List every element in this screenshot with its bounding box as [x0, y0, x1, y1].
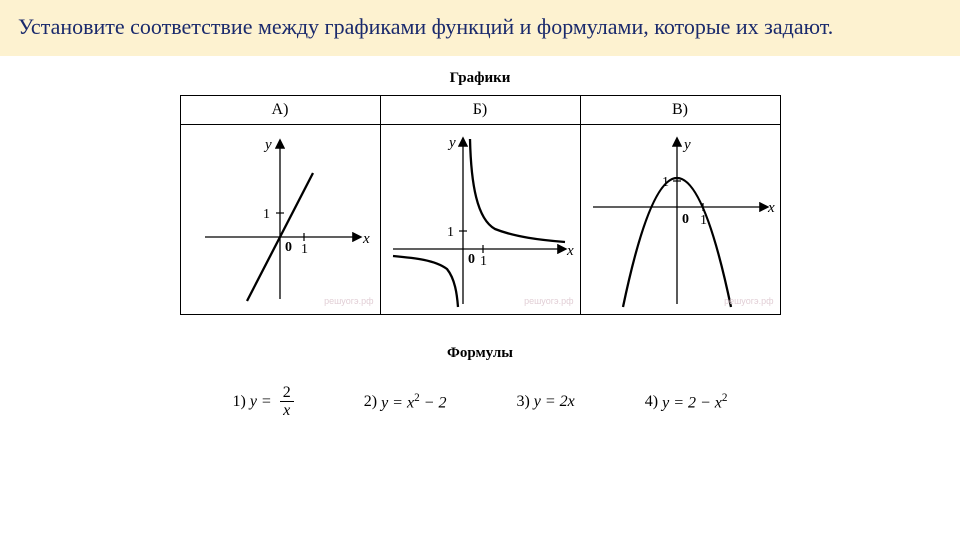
- svg-text:1: 1: [301, 242, 308, 257]
- svg-text:x: x: [767, 200, 775, 216]
- graph-a-cell: 0 1 1 y x решуогэ.рф: [180, 124, 380, 314]
- watermark-a: решуогэ.рф: [324, 296, 373, 306]
- svg-text:1: 1: [480, 254, 487, 269]
- watermark-c: решуогэ.рф: [724, 296, 773, 306]
- watermark-b: решуогэ.рф: [524, 296, 573, 306]
- svg-text:0: 0: [468, 252, 475, 267]
- graphs-header-row: А) Б) В): [180, 95, 780, 124]
- graph-b-svg: 0 1 1 y x: [385, 129, 575, 309]
- svg-text:y: y: [447, 135, 456, 151]
- formula-2: 2) y = x2 − 2: [364, 384, 447, 420]
- task-text: Установите соответствие между графиками …: [18, 14, 833, 39]
- graphs-row: 0 1 1 y x решуогэ.рф: [180, 124, 780, 314]
- svg-text:1: 1: [447, 225, 454, 240]
- svg-text:x: x: [566, 243, 574, 259]
- svg-text:y: y: [682, 137, 691, 153]
- formulas-section-title: Формулы: [0, 345, 960, 362]
- formula-3: 3) y = 2x: [516, 384, 574, 420]
- formula-3-expr: y = 2x: [534, 393, 575, 411]
- formula-1-num: 1): [233, 393, 246, 411]
- formula-1-frac-top: 2: [280, 384, 294, 403]
- graph-b-cell: 0 1 1 y x решуогэ.рф: [380, 124, 580, 314]
- formulas-row: 1) y = 2 x 2) y = x2 − 2 3) y = 2x 4) y …: [0, 384, 960, 420]
- formula-1: 1) y = 2 x: [233, 384, 294, 420]
- graph-label-c: В): [580, 95, 780, 124]
- formula-4: 4) y = 2 − x2: [645, 384, 728, 420]
- formula-3-num: 3): [516, 393, 529, 411]
- graph-label-b: Б): [380, 95, 580, 124]
- graph-c-cell: 0 1 1 y x решуогэ.рф: [580, 124, 780, 314]
- formula-1-frac-bot: x: [280, 402, 293, 420]
- svg-text:0: 0: [285, 240, 292, 255]
- svg-text:0: 0: [682, 212, 689, 227]
- graph-c-svg: 0 1 1 y x: [585, 129, 775, 309]
- svg-text:x: x: [362, 231, 370, 247]
- formula-4-expr: y = 2 − x2: [662, 392, 727, 412]
- graphs-table: А) Б) В) 0 1 1 y: [180, 95, 781, 315]
- formula-1-expr: y =: [250, 393, 276, 411]
- graphs-section-title: Графики: [0, 70, 960, 87]
- formula-4-num: 4): [645, 393, 658, 411]
- svg-text:1: 1: [263, 207, 270, 222]
- formula-1-frac: 2 x: [280, 384, 294, 420]
- formula-2-expr: y = x2 − 2: [381, 392, 446, 412]
- formula-2-num: 2): [364, 393, 377, 411]
- graph-label-a: А): [180, 95, 380, 124]
- graph-a-svg: 0 1 1 y x: [185, 129, 375, 309]
- task-header: Установите соответствие между графиками …: [0, 0, 960, 56]
- svg-text:y: y: [263, 137, 272, 153]
